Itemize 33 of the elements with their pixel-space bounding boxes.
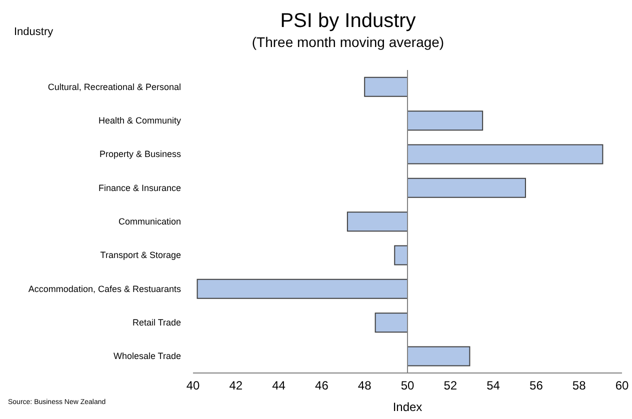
chart-subtitle: (Three month moving average) xyxy=(250,34,446,50)
bar xyxy=(374,312,408,333)
bar xyxy=(364,76,408,97)
bar xyxy=(346,212,408,232)
x-tick-label: 44 xyxy=(272,378,286,393)
x-tick-label: 48 xyxy=(358,378,372,393)
bar xyxy=(407,346,470,366)
x-tick-label: 58 xyxy=(572,378,586,393)
y-tick-label: Transport & Storage xyxy=(100,250,181,260)
x-tick-label: 60 xyxy=(615,378,629,393)
x-tick-label: 46 xyxy=(315,378,329,393)
y-tick-label: Cultural, Recreational & Personal xyxy=(48,82,181,92)
x-tick-label: 56 xyxy=(530,378,544,393)
bar xyxy=(407,178,526,198)
y-tick-label: Communication xyxy=(118,216,181,226)
y-axis-title: Industry xyxy=(14,26,54,38)
x-tick-label: 40 xyxy=(186,378,200,393)
y-tick-label: Health & Community xyxy=(98,116,182,126)
bar xyxy=(394,245,408,266)
x-tick-label: 50 xyxy=(400,378,414,393)
y-tick-label: Accommodation, Cafes & Restuarants xyxy=(28,284,182,294)
bar xyxy=(407,144,604,164)
x-tick-label: 42 xyxy=(229,378,243,393)
bar xyxy=(407,110,484,131)
y-tick-label: Retail Trade xyxy=(132,318,181,328)
y-tick-label: Finance & Insurance xyxy=(98,182,181,193)
chart-title: PSI by Industry xyxy=(279,10,417,33)
y-tick-label: Wholesale Trade xyxy=(113,351,181,362)
x-axis-title: Index xyxy=(392,400,422,414)
bar xyxy=(196,278,408,299)
x-tick-label: 52 xyxy=(444,378,458,393)
y-tick-label: Property & Business xyxy=(99,149,182,160)
x-tick-label: 54 xyxy=(486,378,500,393)
